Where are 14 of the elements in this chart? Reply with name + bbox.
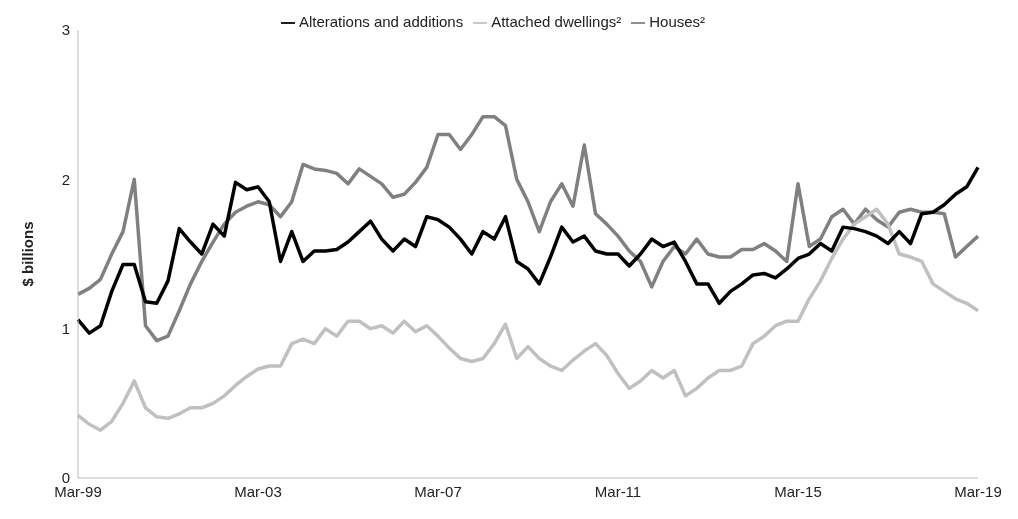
y-axis-title: $ billions xyxy=(19,221,37,287)
x-tick-label: Mar-15 xyxy=(774,482,822,500)
y-tick-label: 2 xyxy=(61,170,70,188)
x-tick-label: Mar-03 xyxy=(234,482,282,500)
x-tick-label: Mar-19 xyxy=(954,482,1002,500)
line-series xyxy=(76,114,980,343)
y-tick-label: 1 xyxy=(61,320,70,337)
x-tick-label: Mar-11 xyxy=(594,482,642,500)
legend-label: Alterations and additions xyxy=(298,13,464,30)
y-tick-label: 3 xyxy=(61,21,70,39)
line-series xyxy=(76,165,980,335)
legend-label: Attached dwellings² xyxy=(491,13,622,30)
legend-label: Houses² xyxy=(649,13,706,30)
x-tick-label: Mar-07 xyxy=(414,482,462,500)
